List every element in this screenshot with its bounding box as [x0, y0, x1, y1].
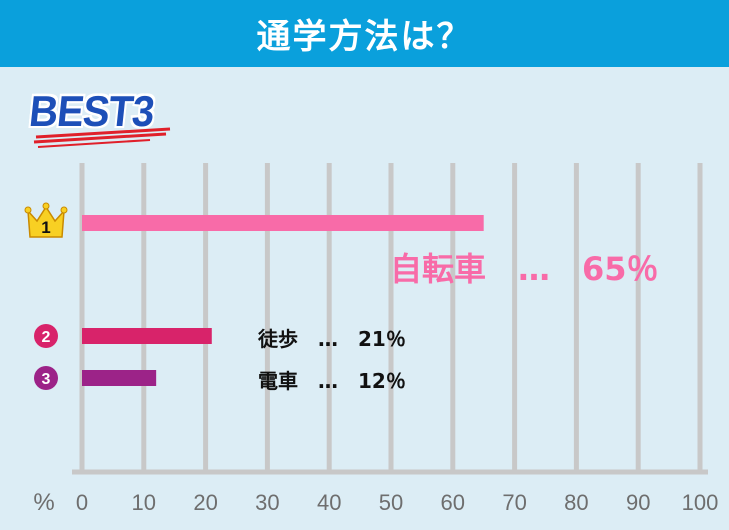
page-title: 通学方法は？ — [256, 17, 473, 57]
bar-value-label: 徒歩 … 21％ — [257, 327, 406, 351]
x-tick-label: 30 — [255, 490, 279, 515]
x-tick-label: 10 — [132, 490, 156, 515]
rank-number: 1 — [41, 218, 50, 237]
bar — [82, 215, 484, 231]
circle-2-icon — [34, 324, 58, 348]
x-tick-label: 80 — [564, 490, 588, 515]
x-tick-label: 40 — [317, 490, 341, 515]
bar-value-label: 自転車 … 65％ — [390, 250, 659, 288]
x-tick-label: 0 — [76, 490, 88, 515]
x-tick-label: 20 — [193, 490, 217, 515]
bar — [82, 370, 157, 386]
x-tick-label: 60 — [441, 490, 465, 515]
best3-badge: BEST3 — [27, 88, 180, 154]
x-tick-label: 100 — [682, 490, 719, 515]
x-tick-label: 90 — [626, 490, 650, 515]
bar — [82, 328, 212, 344]
x-tick-label: 50 — [379, 490, 403, 515]
rank-number: 3 — [42, 371, 51, 388]
x-unit-label: % — [33, 489, 54, 516]
rank-number: 2 — [42, 329, 51, 346]
bar-value-label: 電車 … 12％ — [258, 369, 406, 393]
crown-jewel — [24, 206, 32, 214]
badge-underline — [33, 127, 171, 148]
header-bar: 通学方法は？ — [0, 0, 729, 67]
x-tick-label: 70 — [502, 490, 526, 515]
crown-jewel — [60, 206, 68, 214]
crown-jewel — [42, 202, 50, 210]
circle-3-icon — [34, 366, 58, 390]
